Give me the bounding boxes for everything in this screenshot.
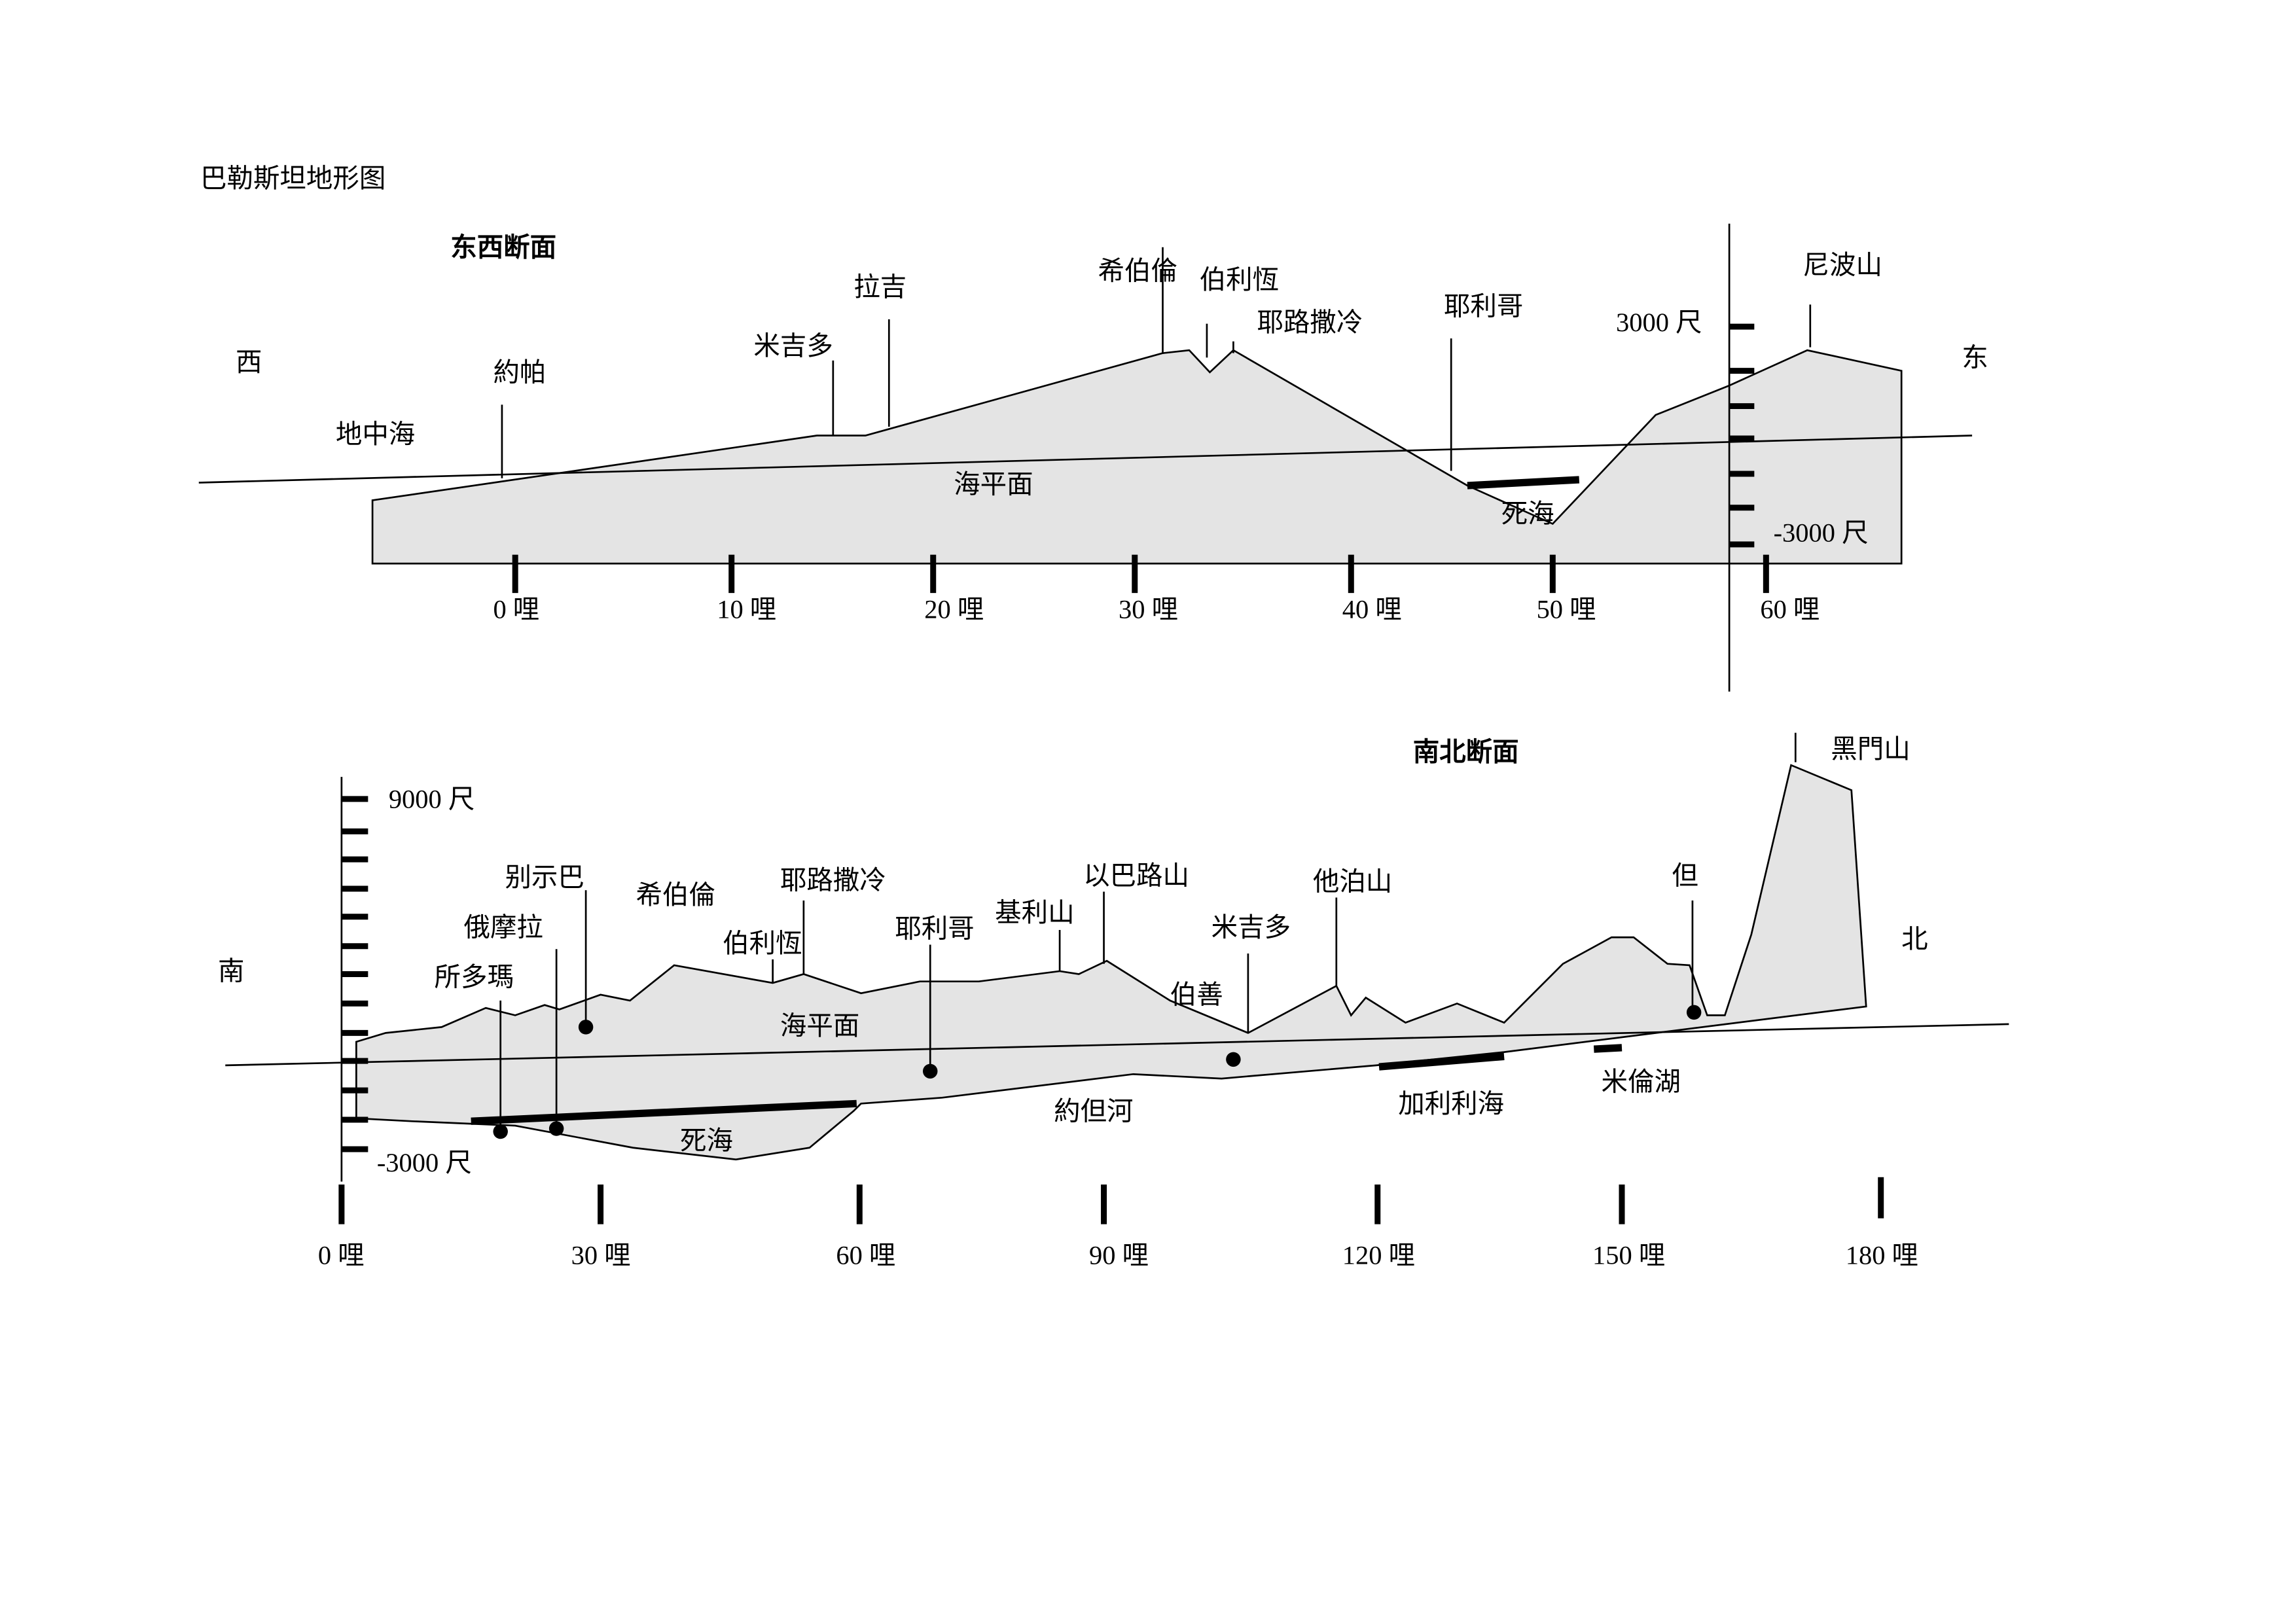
label: 30 哩 [1119,595,1178,624]
label: 米吉多 [1211,912,1291,942]
section-title: 东西断面 [450,233,556,262]
ns-dots [493,1005,1702,1139]
label: 150 哩 [1592,1241,1665,1270]
label: 地中海 [336,419,415,449]
ew-leaders [501,247,1812,478]
ns-galilee [1378,1052,1505,1071]
site-dot [922,1063,938,1079]
ew-mile-ticks [512,554,1769,594]
label: 耶路撒冷 [780,865,886,895]
ew-sea-level [198,435,1973,484]
label: 20 哩 [924,595,984,624]
ew-section [198,223,1973,692]
section-title: 南北断面 [1413,738,1519,767]
ns-dead-sea [471,1099,857,1125]
label: 希伯倫 [1098,256,1177,285]
page-title: 巴勒斯坦地形图 [200,164,386,193]
ns-sea-level [225,1023,2009,1067]
label: 耶利哥 [895,914,974,944]
label: 耶路撒冷 [1257,308,1363,337]
label: 死海 [1501,499,1554,528]
label: 加利利海 [1398,1089,1504,1118]
label: 9000 尺 [389,785,475,814]
label: 耶利哥 [1444,291,1523,321]
ns-terrain [355,764,1867,1161]
label: 60 哩 [836,1241,895,1270]
label: 别示巴 [505,863,584,892]
label: 約但河 [1054,1096,1133,1126]
label: 40 哩 [1342,595,1402,624]
ns-mile-ticks [338,1177,1884,1224]
label: 米吉多 [753,331,833,361]
ns-scale-ticks [341,796,368,1152]
label: 120 哩 [1342,1241,1415,1270]
label: 180 哩 [1846,1241,1918,1270]
label: 3000 尺 [1616,308,1702,337]
label: 拉吉 [853,272,906,302]
label: 60 哩 [1760,595,1820,624]
label: 30 哩 [571,1241,631,1270]
label: 米倫湖 [1602,1067,1681,1096]
label: 希伯倫 [636,880,715,910]
site-dot [1226,1052,1241,1067]
label: -3000 尺 [1774,518,1869,548]
label: 90 哩 [1089,1241,1149,1270]
label: 东 [1962,343,1988,372]
label: 但 [1672,861,1698,891]
label: 南 [218,957,244,986]
label: 50 哩 [1537,595,1596,624]
label: 北 [1901,924,1928,954]
site-dot [578,1020,594,1035]
label: 海平面 [780,1011,859,1041]
label: 伯利恆 [723,929,802,958]
label: 西 [236,348,262,377]
label: 0 哩 [318,1241,365,1270]
site-dot [548,1121,564,1136]
label: 所多瑪 [435,963,514,992]
label: -3000 尺 [377,1148,472,1177]
label: 10 哩 [717,595,776,624]
ew-scale-ticks [1729,323,1755,548]
site-dot [1686,1005,1702,1020]
site-dot [493,1124,508,1139]
label: 他泊山 [1313,867,1392,897]
label: 黑門山 [1831,734,1910,764]
label: 死海 [680,1126,733,1155]
ns-merom [1593,1044,1623,1053]
label: 伯善 [1170,980,1223,1010]
label: 以巴路山 [1083,861,1189,891]
label: 伯利恆 [1200,265,1279,294]
label: 俄摩拉 [463,912,543,942]
label: 尼波山 [1803,250,1882,279]
ns-leaders [499,732,1797,1132]
ew-dead-sea [1467,476,1580,490]
label: 0 哩 [493,595,539,624]
label: 基利山 [995,898,1074,927]
label: 約帕 [493,358,546,387]
ns-section [225,732,2009,1224]
label: 海平面 [954,470,1033,499]
